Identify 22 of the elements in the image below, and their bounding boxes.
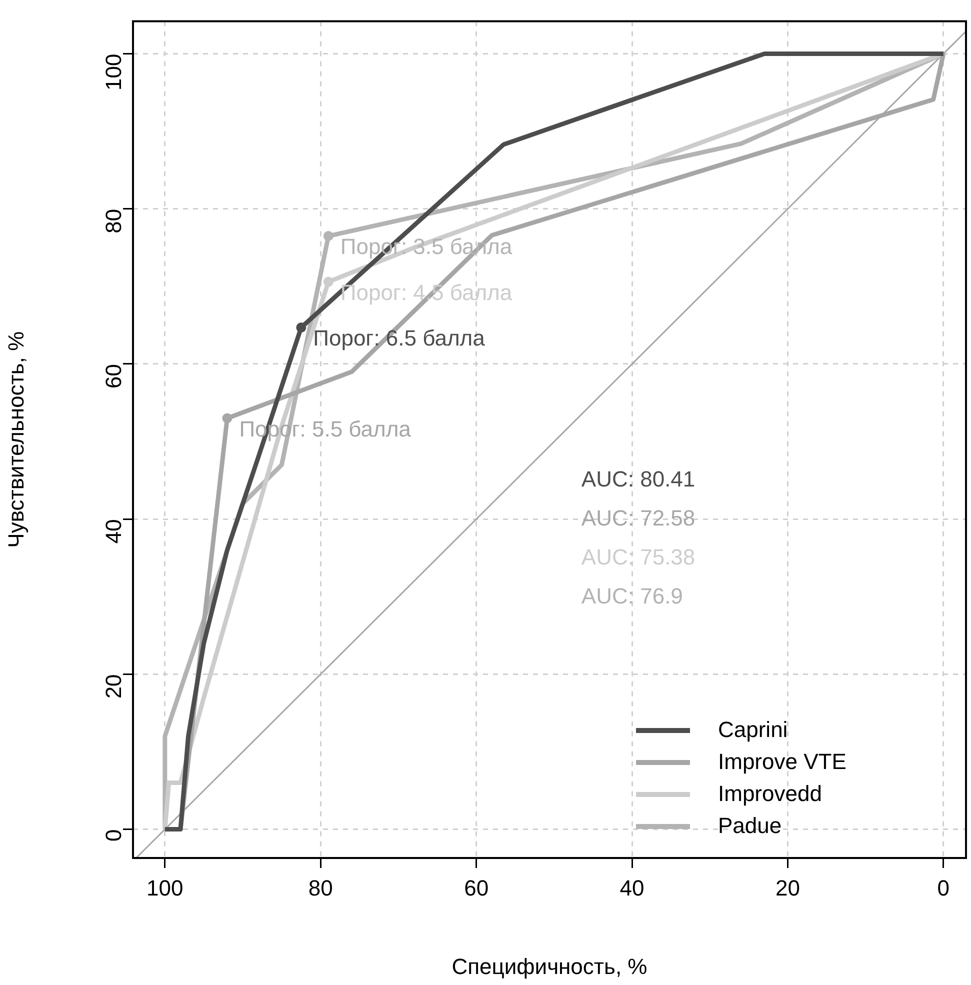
y-tick-label: 60 <box>101 364 126 388</box>
y-tick-label: 80 <box>101 208 126 234</box>
x-tick-label: 100 <box>146 875 184 900</box>
legend-label: Padue <box>718 813 782 839</box>
x-tick-label: 80 <box>308 875 333 900</box>
legend-label: Improvedd <box>718 781 822 807</box>
x-tick-label: 40 <box>620 875 644 900</box>
y-tick-label: 0 <box>101 829 126 842</box>
legend-label: Caprini <box>718 717 788 743</box>
y-tick-label: 40 <box>101 519 126 544</box>
y-tick-label: 100 <box>101 54 126 90</box>
annotation: AUC: 80.41 <box>581 466 696 492</box>
annotation: AUC: 72.58 <box>581 505 696 530</box>
x-tick-label: 60 <box>464 875 489 900</box>
x-tick-label: 0 <box>937 875 950 900</box>
annotation: AUC: 76.9 <box>581 583 683 608</box>
x-tick-label: 20 <box>775 875 800 900</box>
y-axis-title: Чувствительность, % <box>3 331 28 548</box>
x-axis-title: Специфичность, % <box>452 954 648 979</box>
annotation: Порог: 6.5 балла <box>313 326 486 351</box>
y-tick-label: 20 <box>101 674 126 699</box>
legend-label: Improve VTE <box>718 749 846 775</box>
